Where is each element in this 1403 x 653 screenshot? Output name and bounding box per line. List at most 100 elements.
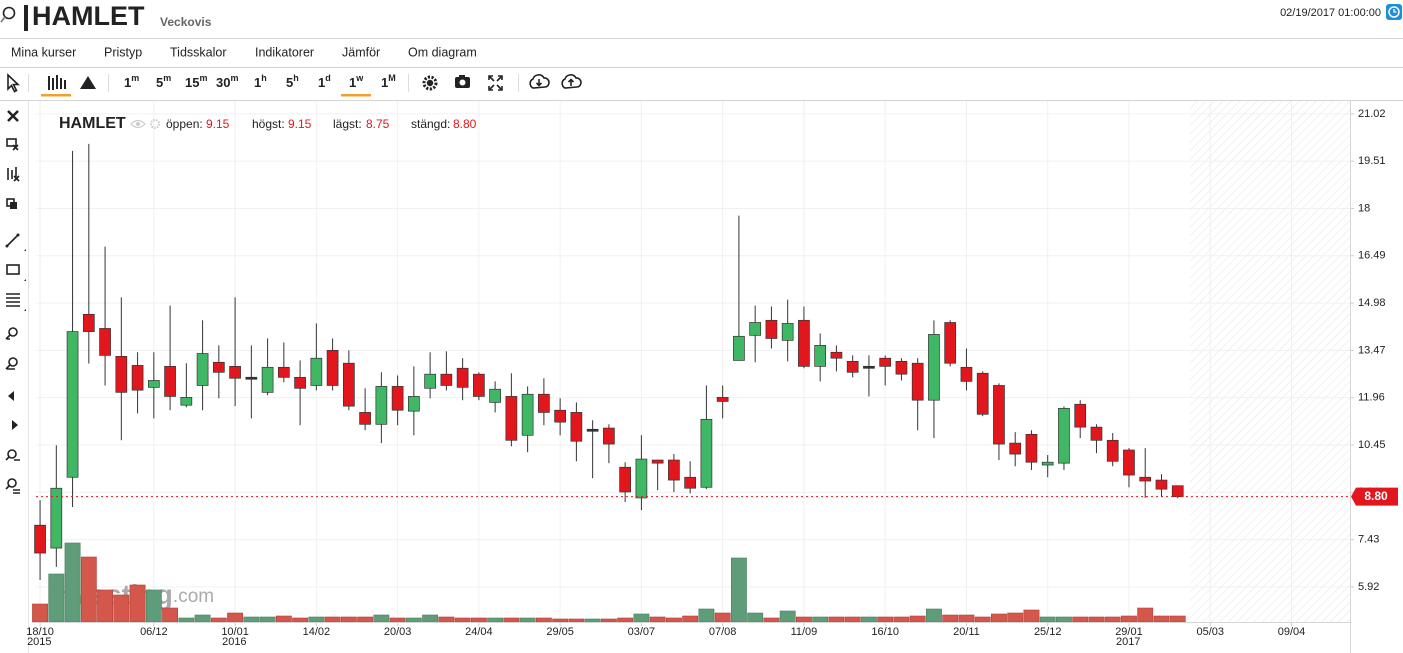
interval-button[interactable]: 15m — [185, 73, 207, 90]
legend-settings[interactable] — [150, 119, 160, 129]
zoom-range-tool[interactable] — [5, 449, 20, 461]
remove-indicators-tool[interactable] — [7, 167, 20, 182]
interval-button[interactable]: 1w — [349, 73, 364, 90]
interval-button[interactable]: 1d — [318, 73, 331, 90]
interval-value: 5 — [286, 75, 293, 90]
legend-value: 8.80 — [453, 117, 477, 131]
volume-bar — [162, 607, 179, 623]
clone-tool[interactable] — [6, 198, 17, 209]
interval-button[interactable]: 30m — [216, 73, 238, 90]
legend-value: 8.75 — [366, 117, 390, 131]
volume-bar — [1023, 609, 1040, 623]
volume-bar — [422, 614, 439, 623]
interval-button[interactable]: 1m — [124, 73, 139, 90]
scroll-right-tool[interactable] — [11, 420, 18, 430]
candle-body — [1009, 442, 1022, 455]
volume-bar — [308, 616, 325, 623]
interval-unit: h — [293, 73, 299, 83]
y-tick-label: 10.45 — [1358, 439, 1386, 451]
fullscreen-button[interactable] — [488, 75, 503, 91]
visibility-toggle[interactable] — [130, 119, 146, 129]
volume-bar — [503, 617, 520, 623]
candle-body — [310, 357, 323, 386]
candle-body — [928, 334, 940, 401]
candle-body — [846, 360, 859, 373]
candle-body — [749, 322, 762, 336]
interval-unit: m — [230, 73, 238, 83]
candle-body — [700, 418, 713, 488]
x-tick-label: 11/09 — [791, 626, 818, 638]
cursor-tool[interactable] — [7, 73, 21, 93]
volume-bar — [779, 610, 796, 623]
clock-button[interactable] — [1386, 4, 1402, 20]
x-tick-label: 10/01 — [221, 626, 249, 638]
volume-bar — [64, 542, 81, 623]
candle-body — [1171, 485, 1184, 498]
legend-value: 9.15 — [206, 117, 230, 131]
download-button[interactable] — [529, 74, 550, 89]
volume-bar — [1088, 616, 1105, 623]
candle-body — [261, 366, 274, 393]
volume-bar — [763, 617, 780, 623]
candle-body — [66, 331, 79, 478]
menu-item[interactable]: Indikatorer — [255, 45, 314, 59]
interval-button[interactable]: 5h — [286, 73, 299, 90]
candle-body — [814, 345, 827, 367]
candle-body — [521, 393, 534, 436]
menu-item[interactable]: Tidsskalor — [170, 45, 227, 59]
x-tick-label: 06/12 — [140, 626, 168, 638]
volume-bar — [649, 616, 666, 623]
zoom-out-tool[interactable] — [5, 357, 18, 370]
interval-value: 1 — [254, 75, 261, 90]
volume-bar — [470, 617, 487, 623]
volume-bar — [389, 617, 406, 623]
interval-button[interactable]: 1h — [254, 73, 267, 90]
trend-line-tool[interactable] — [5, 233, 27, 252]
remove-drawings-tool[interactable] — [6, 138, 19, 151]
candle-body — [456, 367, 469, 388]
candle-body — [1058, 407, 1070, 464]
search-icon[interactable] — [0, 6, 16, 23]
candle-body — [359, 412, 371, 425]
menu-item[interactable]: Pristyp — [104, 45, 142, 59]
volume-bar — [145, 589, 162, 623]
menu-item[interactable]: Om diagram — [408, 45, 477, 59]
fibonacci-tool[interactable] — [6, 293, 26, 311]
camera-button[interactable] — [455, 75, 470, 88]
candle-body — [1074, 403, 1087, 428]
menu-item[interactable]: Mina kurser — [11, 45, 76, 59]
interval-unit: h — [261, 73, 267, 83]
symbol-bar — [24, 5, 28, 31]
candle-body — [229, 366, 241, 379]
volume-bar — [552, 618, 569, 623]
volume-bar — [113, 594, 130, 623]
rectangle-tool[interactable] — [6, 264, 26, 281]
menu-item[interactable]: Jämför — [342, 45, 380, 59]
volume-bar — [129, 584, 146, 623]
volume-bar — [275, 615, 292, 623]
volume-bar — [844, 616, 861, 623]
candle-body — [99, 328, 111, 356]
volume-bar — [487, 617, 504, 623]
volume-bar — [747, 612, 764, 623]
candle-type-button[interactable] — [41, 75, 71, 97]
volume-bar — [324, 616, 341, 623]
volume-bar — [861, 616, 877, 623]
settings-button[interactable] — [422, 75, 438, 91]
interval-value: 15 — [185, 75, 199, 90]
interval-button[interactable]: 5m — [156, 73, 171, 90]
volume-bar — [1104, 616, 1121, 623]
zoom-reset-tool[interactable] — [5, 478, 20, 494]
remove-tool[interactable] — [7, 110, 19, 122]
candle-body — [538, 393, 550, 413]
interval-button[interactable]: 1M — [381, 73, 396, 90]
volume-bar — [682, 615, 699, 623]
zoom-in-tool[interactable] — [5, 327, 18, 340]
scroll-left-tool[interactable] — [8, 391, 15, 401]
area-type-button[interactable] — [80, 76, 96, 89]
candle-body — [895, 360, 908, 375]
volume-bar — [1169, 615, 1186, 623]
volume-bar — [958, 614, 975, 623]
upload-button[interactable] — [561, 74, 582, 89]
